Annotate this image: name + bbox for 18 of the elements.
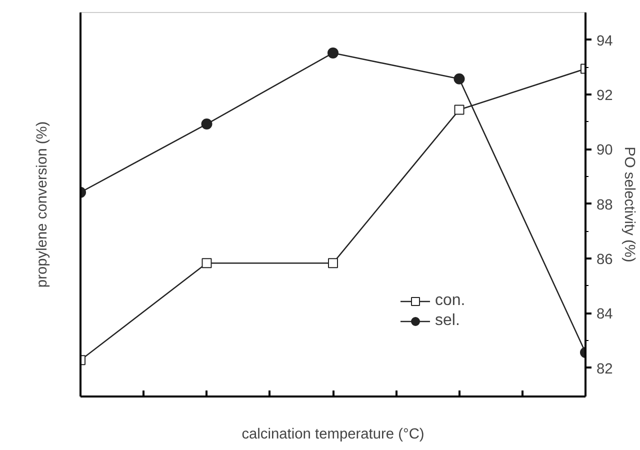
point: [454, 73, 465, 84]
y-tick-label: 90: [596, 142, 613, 159]
y-tick-label: 86: [596, 252, 613, 268]
y2-axis-title: PO selectivity (%): [620, 146, 637, 262]
y-axis-title: propylene conversion (%): [34, 121, 50, 288]
legend-label: con.: [435, 292, 466, 310]
point: [202, 258, 212, 268]
legend-label: sel.: [435, 312, 460, 330]
point: [328, 47, 338, 58]
y-tick-label: 92: [596, 88, 613, 104]
y-tick-label: 82: [596, 361, 613, 378]
point: [328, 258, 338, 268]
y-tick-label: 94: [596, 33, 613, 50]
x-axis-title: calcination temperature (°C): [242, 426, 424, 442]
point: [454, 104, 464, 115]
y-tick-label: 84: [596, 306, 613, 323]
point: [201, 118, 212, 130]
y-tick-label: 88: [596, 197, 613, 214]
